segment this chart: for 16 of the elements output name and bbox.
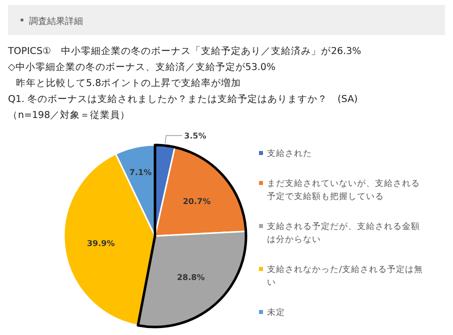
data-label: 28.8% [176,273,205,282]
legend-label: まだ支給されていないが、支給される予定で支給額も把握している [267,178,420,202]
data-label: 20.7% [182,196,211,206]
data-label: 3.5% [184,132,206,141]
subtitle: ◇中小零細企業の冬のボーナス、支給済／支給予定が53.0% [8,62,276,73]
title: TOPICS① 中小零細企業の冬のボーナス「支給予定あり／支給済み」が26.3% [8,46,362,57]
annotation: Q1. 冬のボーナスは支給されましたか？または支給予定はありますか？ (SA) [8,94,358,105]
data-label: 7.1% [129,168,152,178]
annotation: 昨年と比較して5.8ポイントの上昇で支給率が増加 [16,78,242,89]
header: 調査結果詳細 [8,5,445,35]
annotation: （n=198／対象＝従業員） [8,110,130,121]
legend-label: 支給されなかった/支給される予定は無い [267,264,423,288]
legend-label: 支給される予定だが、支給される金額は分からない [267,221,420,245]
legend-label: 支給された [267,148,312,159]
data-label: 39.9% [86,239,115,248]
legend-label: 未定 [267,307,285,318]
